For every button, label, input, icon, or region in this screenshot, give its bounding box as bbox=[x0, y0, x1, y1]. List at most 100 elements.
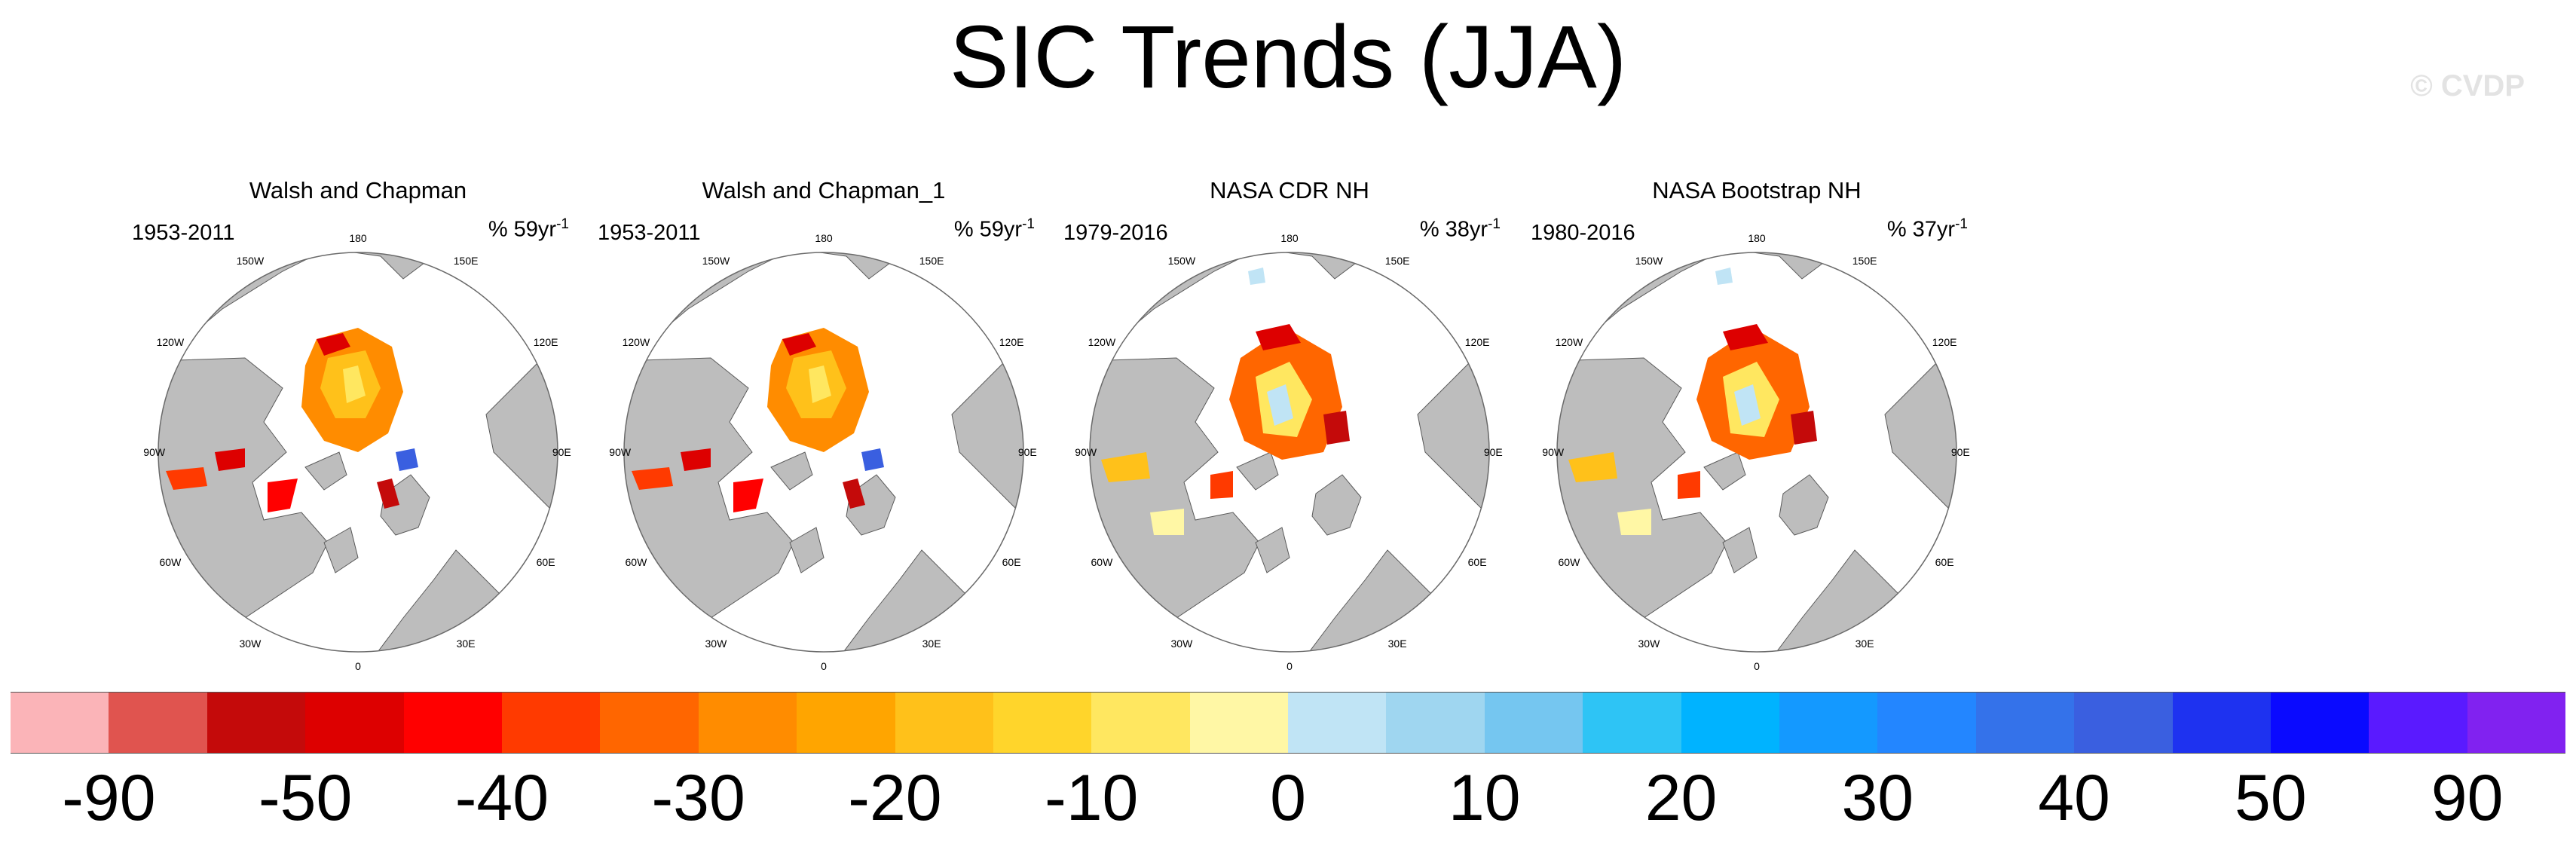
colorbar-swatch bbox=[1189, 693, 1289, 753]
longitude-label: 60E bbox=[1935, 555, 1954, 568]
longitude-label: 120W bbox=[1555, 336, 1583, 349]
map-panel: NASA Bootstrap NH 1980-2016 % 37yr-1 180 150… bbox=[1531, 170, 1983, 672]
colorbar-label: 40 bbox=[2038, 762, 2110, 834]
panel-rate: % 59yr-1 bbox=[488, 216, 569, 243]
longitude-label: 120W bbox=[156, 336, 185, 349]
panel-rate-exponent: -1 bbox=[1488, 216, 1501, 232]
longitude-label: 0 bbox=[821, 659, 827, 672]
panel-rate: % 59yr-1 bbox=[954, 216, 1035, 243]
colorbar-swatch bbox=[1681, 693, 1780, 753]
longitude-label: 120E bbox=[1464, 336, 1490, 349]
colorbar bbox=[11, 692, 2566, 754]
longitude-label: 90W bbox=[1542, 446, 1565, 458]
panel-title: NASA CDR NH bbox=[1210, 177, 1369, 203]
colorbar-swatch bbox=[1484, 693, 1583, 753]
colorbar-swatch bbox=[2369, 693, 2467, 753]
colorbar-swatch bbox=[993, 693, 1092, 753]
longitude-label: 150W bbox=[1635, 254, 1663, 267]
colorbar-swatch bbox=[403, 693, 502, 753]
colorbar-label: -10 bbox=[1045, 762, 1139, 834]
longitude-label: 180 bbox=[349, 232, 367, 245]
longitude-label: 90E bbox=[1483, 446, 1503, 458]
colorbar-label: -40 bbox=[454, 762, 549, 834]
longitude-label: 150W bbox=[236, 254, 265, 267]
longitude-label: 120E bbox=[1932, 336, 1957, 349]
longitude-label: 90W bbox=[609, 446, 632, 458]
colorbar-swatch bbox=[1288, 693, 1387, 753]
panel-title: Walsh and Chapman_1 bbox=[702, 177, 946, 203]
longitude-label: 150E bbox=[919, 254, 944, 267]
colorbar-swatch bbox=[698, 693, 797, 753]
page-title: SIC Trends (JJA) bbox=[949, 8, 1627, 107]
colorbar-swatch bbox=[797, 693, 895, 753]
colorbar-swatch bbox=[600, 693, 699, 753]
longitude-label: 0 bbox=[1754, 659, 1760, 672]
colorbar-swatch bbox=[1386, 693, 1485, 753]
colorbar-swatch bbox=[1091, 693, 1190, 753]
longitude-label: 30W bbox=[239, 638, 262, 650]
longitude-label: 150W bbox=[1167, 254, 1196, 267]
longitude-label: 90E bbox=[552, 446, 571, 458]
longitude-label: 0 bbox=[355, 659, 361, 672]
longitude-label: 90E bbox=[1017, 446, 1037, 458]
colorbar-label: 30 bbox=[1841, 762, 1914, 834]
colorbar-label: -90 bbox=[62, 762, 156, 834]
longitude-label: 30W bbox=[1638, 638, 1660, 650]
longitude-label: 30E bbox=[456, 638, 476, 650]
colorbar-swatch bbox=[2172, 693, 2271, 753]
longitude-label: 60E bbox=[536, 555, 555, 568]
longitude-label: 120E bbox=[999, 336, 1024, 349]
longitude-label: 150E bbox=[1852, 254, 1877, 267]
panel-rate-exponent: -1 bbox=[556, 216, 569, 232]
colorbar-swatch bbox=[2074, 693, 2173, 753]
colorbar-swatch bbox=[305, 693, 404, 753]
watermark: © CVDP bbox=[2410, 69, 2525, 102]
panel-years: 1953-2011 bbox=[598, 221, 701, 245]
longitude-label: 60W bbox=[1558, 555, 1580, 568]
panel-rate: % 38yr-1 bbox=[1420, 216, 1501, 243]
colorbar-swatch bbox=[109, 693, 207, 753]
longitude-label: 180 bbox=[1280, 232, 1299, 245]
longitude-label: 60W bbox=[1091, 555, 1113, 568]
colorbar-label: 20 bbox=[1644, 762, 1718, 834]
panel-title: Walsh and Chapman bbox=[249, 177, 467, 203]
longitude-label: 30W bbox=[705, 638, 727, 650]
colorbar-swatch bbox=[2467, 693, 2566, 753]
longitude-label: 180 bbox=[1748, 232, 1766, 245]
longitude-label: 150E bbox=[453, 254, 479, 267]
longitude-label: 120W bbox=[622, 336, 650, 349]
colorbar-label: 90 bbox=[2431, 762, 2504, 834]
panel-years: 1979-2016 bbox=[1063, 221, 1168, 245]
colorbar-swatch bbox=[1779, 693, 1878, 753]
panel-rate-text: % 38yr bbox=[1419, 217, 1488, 242]
panel-rate: % 37yr-1 bbox=[1887, 216, 1968, 243]
colorbar-swatch bbox=[501, 693, 601, 753]
longitude-label: 150E bbox=[1384, 254, 1410, 267]
longitude-label: 60E bbox=[1467, 555, 1487, 568]
longitude-label: 90E bbox=[1950, 446, 1970, 458]
colorbar-label: 0 bbox=[1270, 762, 1306, 834]
polar-map bbox=[158, 252, 558, 653]
colorbar-swatch bbox=[1975, 693, 2075, 753]
longitude-label: 90W bbox=[1075, 446, 1097, 458]
panel-years: 1980-2016 bbox=[1531, 221, 1635, 245]
colorbar-label: -20 bbox=[848, 762, 942, 834]
longitude-label: 150W bbox=[702, 254, 730, 267]
colorbar-swatch bbox=[895, 693, 993, 753]
longitude-label: 30E bbox=[1387, 638, 1407, 650]
polar-map bbox=[623, 252, 1024, 653]
colorbar-swatch bbox=[207, 693, 306, 753]
panel-rate-text: % 37yr bbox=[1886, 217, 1956, 242]
longitude-label: 120W bbox=[1088, 336, 1116, 349]
colorbar-label: -50 bbox=[258, 762, 353, 834]
longitude-label: 30E bbox=[922, 638, 941, 650]
longitude-label: 0 bbox=[1286, 659, 1293, 672]
colorbar-label: 50 bbox=[2235, 762, 2307, 834]
map-panel: NASA CDR NH 1979-2016 % 38yr-1 180 150W 150E 1… bbox=[1063, 170, 1516, 672]
panel-rate-text: % 59yr bbox=[953, 217, 1023, 242]
colorbar-labels: -90 -50 -40 -30 -20 -10 0 10 20 30 40 50 90 bbox=[0, 761, 2576, 836]
polar-map bbox=[1089, 252, 1490, 653]
panel-rate-exponent: -1 bbox=[1022, 216, 1035, 232]
polar-map bbox=[1556, 252, 1957, 653]
colorbar-swatch bbox=[2270, 693, 2369, 753]
